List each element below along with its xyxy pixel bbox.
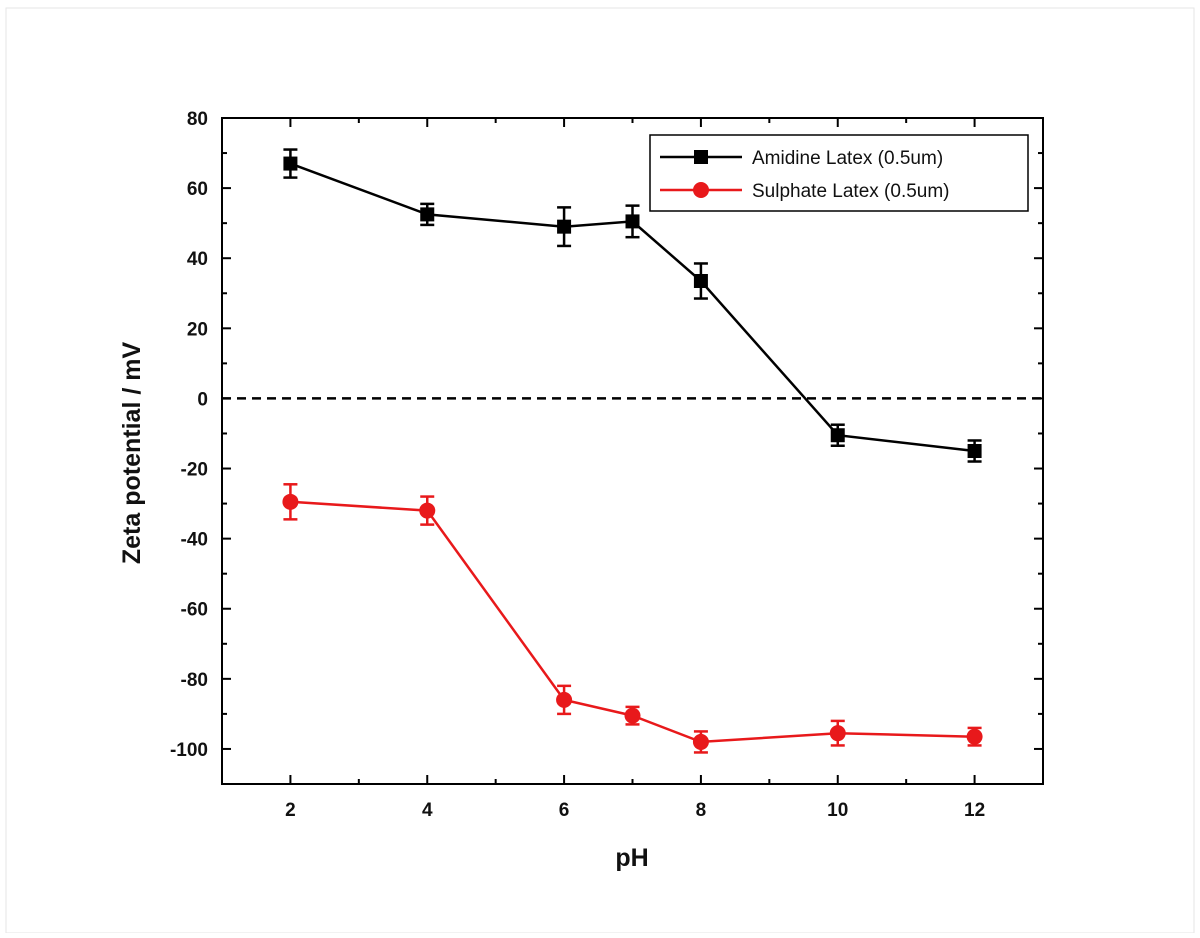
y-axis-title: Zeta potential / mV bbox=[118, 342, 146, 565]
data-point bbox=[967, 444, 982, 458]
x-tick-label: 10 bbox=[827, 800, 848, 821]
y-tick-label: -40 bbox=[181, 530, 208, 551]
data-point bbox=[692, 733, 709, 750]
x-tick-label: 4 bbox=[422, 800, 433, 821]
x-tick-label: 8 bbox=[696, 800, 707, 821]
x-axis-title: pH bbox=[615, 844, 648, 872]
y-tick-label: -80 bbox=[181, 670, 208, 691]
series-1 bbox=[283, 148, 982, 463]
data-point bbox=[624, 707, 641, 724]
legend-item: Amidine Latex (0.5um) bbox=[660, 148, 943, 169]
x-tick-label: 12 bbox=[964, 800, 985, 821]
legend-box bbox=[649, 134, 1029, 212]
legend-label: Sulphate Latex (0.5um) bbox=[752, 181, 950, 202]
y-tick-label: -20 bbox=[181, 460, 208, 481]
y-tick-label: 0 bbox=[197, 389, 208, 410]
legend: Amidine Latex (0.5um) Sulphate Latex (0.5… bbox=[649, 134, 1029, 212]
data-point bbox=[282, 493, 299, 510]
data-point bbox=[829, 725, 846, 742]
legend-marker bbox=[693, 182, 709, 198]
y-tick-label: 80 bbox=[187, 109, 208, 130]
x-tick-label: 2 bbox=[285, 800, 296, 821]
data-point bbox=[830, 428, 845, 443]
y-tick-label: 60 bbox=[187, 179, 208, 200]
y-tick-label: 20 bbox=[187, 319, 208, 340]
plot-layer: 2 4 6 8 10 12 -100 -80 -60 -40 -20 0 20 40 60 80 Amidine… bbox=[170, 109, 1044, 821]
data-point bbox=[419, 502, 436, 519]
data-point bbox=[557, 219, 572, 234]
y-tick-label: -100 bbox=[170, 740, 208, 761]
data-point bbox=[693, 273, 708, 288]
data-point bbox=[966, 728, 983, 745]
data-point bbox=[625, 214, 640, 229]
legend-label: Amidine Latex (0.5um) bbox=[752, 148, 943, 169]
series-2 bbox=[282, 483, 983, 754]
data-point bbox=[556, 691, 573, 708]
y-tick-label: -60 bbox=[181, 600, 208, 621]
legend-marker bbox=[694, 150, 708, 164]
y-tick-label: 40 bbox=[187, 249, 208, 270]
data-point bbox=[283, 156, 298, 171]
legend-item: Sulphate Latex (0.5um) bbox=[660, 181, 950, 202]
data-point bbox=[420, 207, 435, 222]
x-tick-label: 6 bbox=[559, 800, 570, 821]
